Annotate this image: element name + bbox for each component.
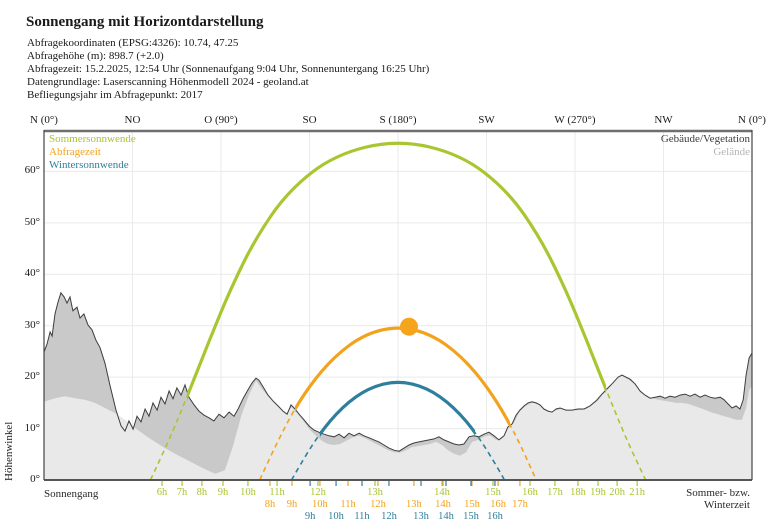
compass-label-NW: NW [654,114,673,126]
hour-label-Wintersonnwende-9h: 9h [304,511,316,522]
page-title: Sonnengang mit Horizontdarstellung [26,14,264,30]
hour-label-Abfragezeit-17h: 17h [512,499,528,510]
hour-label-Sommersonnwende-17h: 17h [547,487,563,498]
hour-label-Sommersonnwende-9h: 9h [217,487,229,498]
info-query-time: Abfragezeit: 15.2.2025, 12:54 Uhr (Sonne… [27,63,430,75]
sun-path-Sommersonnwende [186,141,607,401]
compass-label-S (180°): S (180°) [379,114,417,126]
hour-label-Wintersonnwende-15h: 15h [463,511,479,522]
hour-label-Abfragezeit-8h: 8h [264,499,276,510]
hour-label-Wintersonnwende-12h: 12h [381,511,397,522]
hour-label-Sommersonnwende-18h: 18h [570,487,586,498]
plot-area [44,130,752,480]
hour-label-Sommersonnwende-12h: 12h [310,487,326,498]
hour-label-Wintersonnwende-16h: 16h [487,511,503,522]
elevation-tick-60: 60° [24,164,40,177]
legend-item-Gebäude/Vegetation: Gebäude/Vegetation [660,133,750,145]
hour-label-Abfragezeit-9h: 9h [286,499,298,510]
hour-label-Wintersonnwende-10h: 10h [328,511,344,522]
hour-label-Wintersonnwende-13h: 13h [413,511,429,522]
time-zone-note-line1: Sommer- bzw. [686,487,750,499]
compass-label-O (90°): O (90°) [204,114,238,126]
hour-label-Sommersonnwende-16h: 16h [522,487,538,498]
hour-label-Abfragezeit-14h: 14h [435,499,451,510]
sun-path-Abfragezeit [294,326,510,429]
hour-label-Abfragezeit-16h: 16h [490,499,506,510]
legend-item-Gelände: Gelände [713,146,750,158]
info-survey-year: Befliegungsjahr im Abfragepunkt: 2017 [27,89,203,101]
elevation-tick-0: 0° [30,473,40,485]
hour-label-Sommersonnwende-15h: 15h [485,487,501,498]
compass-label-SW: SW [478,114,495,126]
legend-item-Sommersonnwende: Sommersonnwende [49,133,136,145]
hour-label-Wintersonnwende-11h: 11h [354,511,370,522]
sun-path-below-horizon-Wintersonnwende [290,381,506,480]
hour-label-Abfragezeit-10h: 10h [312,499,328,510]
hour-label-Abfragezeit-12h: 12h [370,499,386,510]
terrain-area [44,376,752,480]
sun-position-marker [400,317,419,336]
legend-item-Abfragezeit: Abfragezeit [49,146,101,158]
hour-label-Wintersonnwende-14h: 14h [438,511,454,522]
hour-label-Abfragezeit-11h: 11h [340,499,356,510]
hour-label-Sommersonnwende-11h: 11h [269,487,285,498]
hour-label-Sommersonnwende-8h: 8h [196,487,208,498]
vegetation-outline [44,291,752,452]
x-axis-title-left: Sonnengang [44,488,99,500]
hour-label-Sommersonnwende-13h: 13h [367,487,383,498]
compass-label-SO: SO [302,114,317,126]
hour-label-Abfragezeit-13h: 13h [406,499,422,510]
elevation-tick-20: 20° [24,370,40,383]
elevation-tick-50: 50° [24,215,40,228]
hour-label-Sommersonnwende-21h: 21h [629,487,646,498]
compass-label-N (0°): N (0°) [738,114,766,126]
hour-label-Sommersonnwende-20h: 20h [609,487,625,498]
sun-path-Wintersonnwende [319,380,476,437]
hour-label-Sommersonnwende-6h: 6h [156,487,168,498]
legend-item-Wintersonnwende: Wintersonnwende [49,159,129,171]
elevation-tick-40: 40° [24,267,40,280]
info-elevation: Abfragehöhe (m): 898.7 (+2.0) [27,50,164,62]
hour-label-Sommersonnwende-10h: 10h [240,487,256,498]
hour-label-Sommersonnwende-7h: 7h [176,487,188,498]
hour-label-Sommersonnwende-19h: 19h [590,487,606,498]
compass-label-N (0°): N (0°) [30,114,58,126]
time-zone-note-line2: Winterzeit [704,499,750,511]
compass-label-NO: NO [124,114,141,126]
y-axis-title: Höhenwinkel [3,421,15,481]
hour-label-Abfragezeit-15h: 15h [464,499,480,510]
elevation-tick-10: 10° [24,421,40,434]
info-data-source: Datengrundlage: Laserscanning Höhenmodel… [27,76,309,88]
compass-label-W (270°): W (270°) [554,114,596,126]
elevation-tick-30: 30° [24,318,40,331]
info-coordinates: Abfragekoordinaten (EPSG:4326): 10.74, 4… [27,37,239,49]
hour-label-Sommersonnwende-14h: 14h [434,487,450,498]
